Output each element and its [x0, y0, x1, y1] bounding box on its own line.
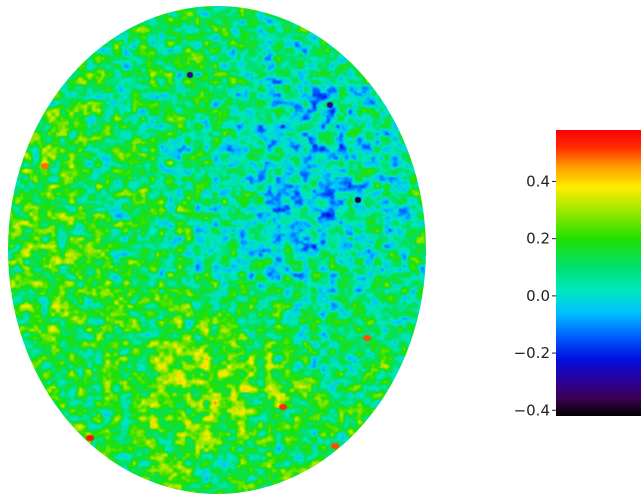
colorbar-bar — [556, 130, 641, 416]
colorbar: −0.4 −0.2 0.0 0.2 0.4 — [514, 130, 641, 419]
colorbar-tick-label: 0.0 — [526, 287, 550, 305]
sky-map-disk — [8, 6, 426, 494]
colorbar-tick-label: 0.4 — [526, 172, 550, 190]
colorbar-ticks: −0.4 −0.2 0.0 0.2 0.4 — [514, 172, 556, 419]
colorbar-tick-label: 0.2 — [526, 230, 550, 248]
colorbar-tick-label: −0.2 — [514, 344, 550, 362]
colorbar-tick-label: −0.4 — [514, 401, 550, 419]
sky-map-image — [8, 6, 426, 494]
